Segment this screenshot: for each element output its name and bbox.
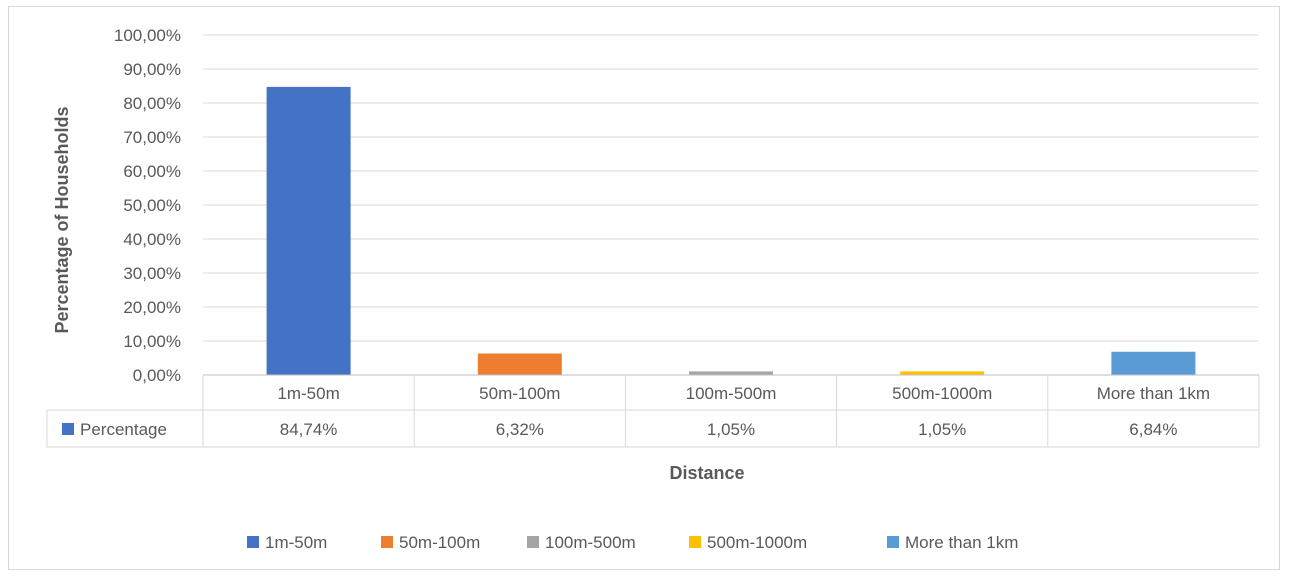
legend-label: 500m-1000m <box>707 533 807 552</box>
legend-swatch <box>689 536 701 548</box>
y-tick-label: 0,00% <box>133 366 181 385</box>
x-category-label: 500m-1000m <box>892 384 992 403</box>
grid-lines <box>203 34 1259 376</box>
x-category-label: 100m-500m <box>686 384 777 403</box>
y-tick-label: 100,00% <box>114 26 181 45</box>
y-tick-label: 90,00% <box>123 60 181 79</box>
data-table-legend-key <box>62 423 74 435</box>
legend-label: More than 1km <box>905 533 1018 552</box>
y-axis-ticks: 0,00% 10,00% 20,00% 30,00% 40,00% 50,00% 60,00… <box>114 26 181 385</box>
data-table-value: 1,05% <box>918 420 966 439</box>
chart-frame <box>8 6 1280 570</box>
bar <box>266 86 351 375</box>
x-category-label: More than 1km <box>1097 384 1210 403</box>
bar <box>477 353 562 375</box>
y-tick-label: 50,00% <box>123 196 181 215</box>
y-tick-label: 30,00% <box>123 264 181 283</box>
data-table-value: 6,32% <box>496 420 544 439</box>
y-tick-label: 60,00% <box>123 162 181 181</box>
bar <box>1111 351 1196 375</box>
bars <box>266 86 1196 375</box>
y-tick-label: 40,00% <box>123 230 181 249</box>
data-table: 1m-50m 84,74% 50m-100m 6,32% 100m-500m 1,05% 5… <box>46 374 1260 448</box>
y-tick-label: 80,00% <box>123 94 181 113</box>
bar <box>689 371 773 375</box>
data-table-series-label: Percentage <box>80 420 167 439</box>
x-category-label: 50m-100m <box>479 384 560 403</box>
legend-swatch <box>247 536 259 548</box>
data-table-value: 84,74% <box>280 420 338 439</box>
legend: 1m-50m 50m-100m 100m-500m 500m-1000m More th… <box>247 533 1018 552</box>
y-tick-label: 70,00% <box>123 128 181 147</box>
y-tick-label: 10,00% <box>123 332 181 351</box>
legend-label: 50m-100m <box>399 533 480 552</box>
bar <box>900 371 985 375</box>
legend-label: 100m-500m <box>545 533 636 552</box>
x-axis-title: Distance <box>669 463 744 483</box>
legend-swatch <box>527 536 539 548</box>
legend-swatch <box>381 536 393 548</box>
x-category-label: 1m-50m <box>277 384 339 403</box>
data-table-value: 1,05% <box>707 420 755 439</box>
legend-label: 1m-50m <box>265 533 327 552</box>
y-axis-title: Percentage of Households <box>52 106 72 333</box>
legend-swatch <box>887 536 899 548</box>
data-table-value: 6,84% <box>1129 420 1177 439</box>
y-tick-label: 20,00% <box>123 298 181 317</box>
